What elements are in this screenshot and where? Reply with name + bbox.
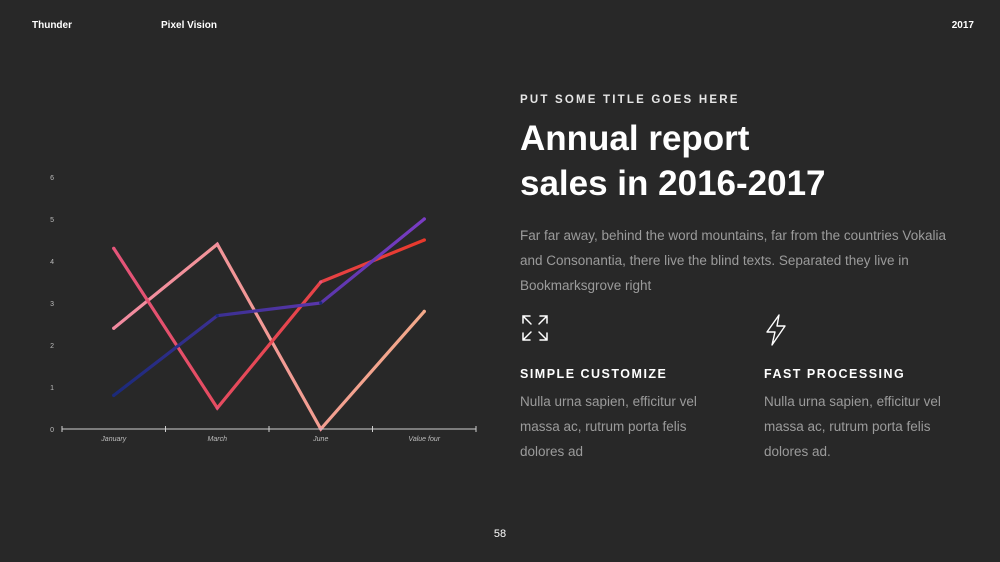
feature-title: SIMPLE CUSTOMIZE xyxy=(520,367,668,381)
feature-text: Nulla urna sapien, efficitur vel massa a… xyxy=(764,394,941,459)
x-tick-label: March xyxy=(208,436,228,443)
x-tick-label: Value four xyxy=(408,436,440,443)
y-tick-label: 3 xyxy=(50,301,54,308)
data-point xyxy=(319,280,323,284)
series-line-2 xyxy=(112,238,426,411)
product-name: Pixel Vision xyxy=(161,20,217,31)
y-tick-label: 1 xyxy=(50,385,54,392)
eyebrow-title: PUT SOME TITLE GOES HERE xyxy=(520,94,740,106)
data-point xyxy=(112,326,116,330)
feature-text: Nulla urna sapien, efficitur vel massa a… xyxy=(520,394,697,459)
feature-simple-customize: SIMPLE CUSTOMIZE Nulla urna sapien, effi… xyxy=(520,313,730,464)
y-tick-label: 5 xyxy=(50,217,54,224)
y-tick-label: 6 xyxy=(50,175,54,182)
data-point xyxy=(215,314,219,318)
title-line-2: sales in 2016-2017 xyxy=(520,164,826,203)
lightning-icon xyxy=(764,313,974,349)
series-line-1 xyxy=(112,241,426,432)
line-chart: 0 1 2 3 4 5 6 January March June Value four xyxy=(50,175,477,443)
page-number: 58 xyxy=(493,528,507,540)
description: Far far away, behind the word mountains,… xyxy=(520,228,946,293)
data-point xyxy=(422,238,426,242)
y-tick-label: 0 xyxy=(50,427,54,434)
title-line-1: Annual report xyxy=(520,119,750,158)
page-title: Annual report sales in 2016-2017 xyxy=(520,116,826,206)
data-point xyxy=(215,242,219,246)
x-tick-label: June xyxy=(312,436,328,443)
data-point xyxy=(112,393,116,397)
y-tick-label: 4 xyxy=(50,259,54,266)
expand-arrows-icon xyxy=(520,313,730,349)
series-line-3 xyxy=(112,217,426,397)
data-point xyxy=(422,217,426,221)
data-point xyxy=(319,301,323,305)
data-point xyxy=(422,309,426,313)
data-point xyxy=(112,246,116,250)
data-point xyxy=(215,406,219,410)
feature-title: FAST PROCESSING xyxy=(764,367,906,381)
brand-name: Thunder xyxy=(32,20,72,31)
x-tick-label: January xyxy=(100,436,126,443)
y-tick-label: 2 xyxy=(50,343,54,350)
header-year: 2017 xyxy=(951,20,974,31)
feature-fast-processing: FAST PROCESSING Nulla urna sapien, effic… xyxy=(764,313,974,464)
